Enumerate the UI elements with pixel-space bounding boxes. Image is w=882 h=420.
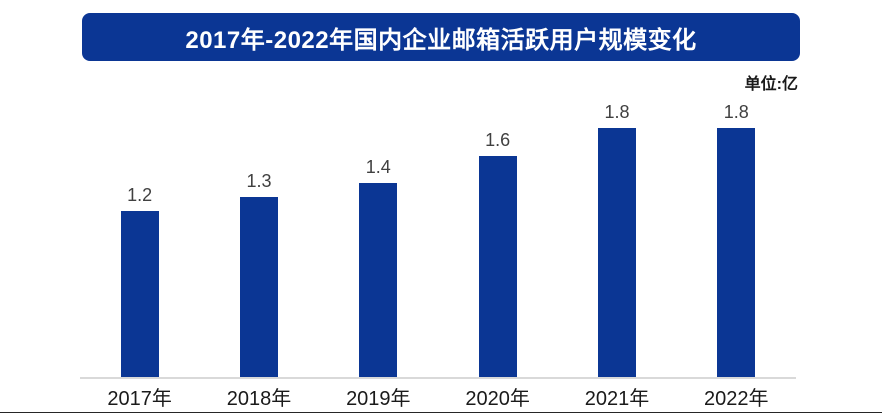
bar: [239, 197, 278, 378]
bar-value-label: 1.8: [604, 102, 630, 122]
bar-value-label: 1.6: [485, 130, 511, 150]
bar-value-label: 1.4: [365, 157, 391, 177]
bar: [717, 128, 756, 378]
x-axis-tick-label: 2021年: [584, 388, 650, 410]
chart-title-banner: 2017年-2022年国内企业邮箱活跃用户规模变化: [82, 13, 800, 61]
x-axis-tick-label: 2019年: [346, 388, 411, 410]
x-axis-tick-label: 2017年: [107, 388, 172, 410]
bar-value-label: 1.8: [723, 102, 749, 122]
x-axis-labels: 2017年 2018年 2019年 2020年 2021年 2022年: [80, 386, 796, 412]
unit-label: 单位:亿: [744, 76, 798, 93]
bar-value-label: 1.2: [127, 185, 153, 205]
chart-title: 2017年-2022年国内企业邮箱活跃用户规模变化: [185, 26, 697, 54]
x-axis-tick-label: 2022年: [704, 388, 769, 410]
bar-column: 1.8: [557, 0, 676, 378]
bar-column: 1.3: [199, 0, 318, 378]
bar: [120, 211, 159, 378]
bar: [597, 128, 636, 378]
bar: [359, 183, 398, 378]
x-axis-tick-label: 2018年: [226, 388, 292, 410]
bar-column: 1.8: [677, 0, 796, 378]
bar-column: 1.2: [80, 0, 199, 378]
x-axis-line: [80, 377, 796, 379]
bar: [478, 156, 517, 378]
bar-column: 1.4: [319, 0, 438, 378]
bar-column: 1.6: [438, 0, 557, 378]
bar-value-label: 1.3: [246, 171, 272, 191]
bottom-divider-line: [0, 412, 882, 413]
x-axis-tick-label: 2020年: [465, 388, 530, 410]
bar-chart: 1.2 1.3 1.4 1.6 1.8 1.8: [80, 0, 796, 378]
